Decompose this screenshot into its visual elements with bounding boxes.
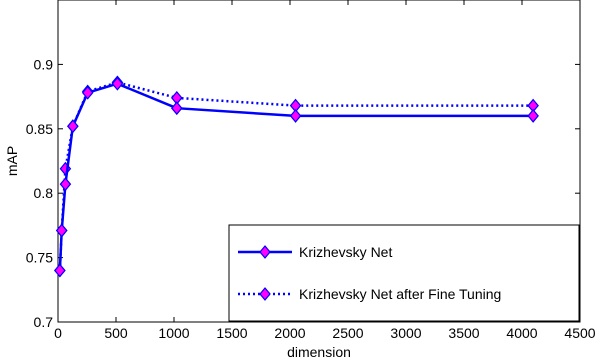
data-point-krizhevsky (55, 223, 68, 238)
legend: Krizhevsky Net Krizhevsky Net after Fine… (228, 224, 580, 322)
y-tick-label: 0.8 (34, 185, 54, 201)
x-tick-label: 4000 (506, 325, 537, 341)
data-point-krizhevsky (111, 76, 124, 91)
series-layer (54, 75, 539, 278)
legend-marker-dotted (259, 287, 271, 301)
data-point-krizhevsky (289, 108, 302, 123)
data-point-krizhevsky (67, 119, 79, 134)
x-axis-label: dimension (287, 344, 351, 360)
y-tick-label: 0.9 (34, 56, 54, 72)
y-tick-label: 0.75 (26, 250, 53, 266)
data-point-krizhevsky (54, 263, 66, 278)
legend-marker-solid (259, 245, 271, 259)
y-tick-label: 0.7 (34, 314, 54, 330)
x-tick-label: 2500 (332, 325, 363, 341)
x-tick-label: 4500 (564, 325, 595, 341)
legend-label-solid: Krizhevsky Net (299, 244, 392, 260)
x-tick-label: 1500 (216, 325, 247, 341)
data-point-krizhevsky (171, 101, 183, 116)
legend-box (228, 224, 580, 322)
y-axis-label: mAP (4, 146, 20, 176)
data-point-krizhevsky (81, 85, 94, 100)
x-tick-label: 2000 (274, 325, 305, 341)
x-tick-label: 500 (104, 325, 128, 341)
y-tick-label: 0.85 (26, 121, 53, 137)
x-tick-label: 3000 (390, 325, 421, 341)
ticks-layer: 0 500 1000 1500 2000 2500 3000 3500 4000 4500 0.7 0… (26, 0, 596, 341)
x-tick-label: 3500 (448, 325, 479, 341)
data-point-krizhevsky (59, 177, 72, 192)
legend-label-dotted: Krizhevsky Net after Fine Tuning (299, 286, 501, 302)
x-tick-label: 0 (54, 325, 62, 341)
x-tick-label: 1000 (158, 325, 189, 341)
data-point-krizhevsky (527, 108, 539, 123)
